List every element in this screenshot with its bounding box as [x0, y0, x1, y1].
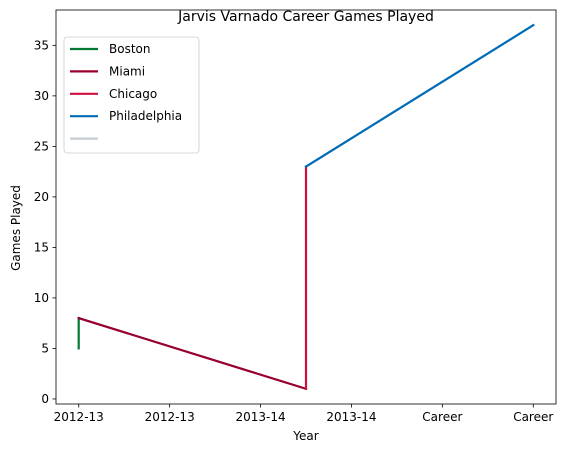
- legend: Boston Miami Chicago Philadelphia: [63, 36, 200, 154]
- x-tick-label: 2013-14: [235, 410, 285, 424]
- plot-frame: [55, 9, 557, 405]
- legend-label: Boston: [109, 42, 150, 56]
- y-tick-label: 35: [34, 38, 49, 52]
- series-layer: [77, 23, 535, 391]
- chart-title: Jarvis Varnado Career Games Played: [177, 9, 434, 25]
- y-tick-label: 0: [41, 392, 49, 406]
- legend-box: [63, 36, 200, 154]
- y-tick-label: 5: [41, 341, 49, 355]
- y-tick-label: 25: [34, 139, 49, 153]
- legend-label: Chicago: [109, 87, 157, 101]
- y-tick-label: 30: [34, 89, 49, 103]
- y-tick-label: 15: [34, 240, 49, 254]
- x-axis: 2012-13 2012-13 2013-14 2013-14 Career Career: [54, 404, 553, 424]
- y-axis-label: Games Played: [9, 185, 23, 271]
- y-axis: 0 5 10 15 20 25 30 35: [34, 38, 56, 406]
- x-tick-label: Career: [422, 410, 462, 424]
- series-line-miami: [77, 316, 308, 391]
- x-axis-label: Year: [292, 429, 318, 443]
- x-tick-label: 2012-13: [145, 410, 195, 424]
- legend-label: Philadelphia: [109, 109, 182, 123]
- x-tick-label: Career: [513, 410, 553, 424]
- y-tick-label: 10: [34, 291, 49, 305]
- y-tick-label: 20: [34, 190, 49, 204]
- series-line-philadelphia: [304, 23, 535, 169]
- x-tick-label: 2013-14: [326, 410, 376, 424]
- x-tick-label: 2012-13: [54, 410, 104, 424]
- legend-label: Miami: [109, 64, 145, 78]
